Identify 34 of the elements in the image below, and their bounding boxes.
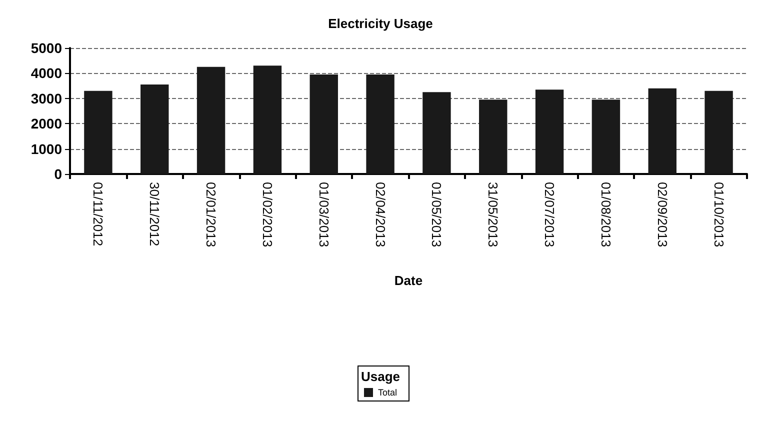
bar xyxy=(535,90,564,174)
y-tick-label: 1000 xyxy=(30,140,62,157)
x-tick-label: 01/02/2013 xyxy=(260,182,275,248)
y-tick-label: 0 xyxy=(54,166,62,182)
x-tick-label: 02/01/2013 xyxy=(204,182,219,248)
bar xyxy=(704,90,733,174)
x-tick-label: 02/09/2013 xyxy=(654,182,670,248)
y-tick-label: 4000 xyxy=(30,65,62,82)
y-tick-label: 2000 xyxy=(30,116,62,132)
bar xyxy=(84,90,112,174)
x-tick-label: 01/10/2013 xyxy=(711,182,726,248)
bar xyxy=(422,92,451,174)
x-tick-label: 01/03/2013 xyxy=(316,182,332,248)
y-tick-label: 3000 xyxy=(30,90,62,106)
chart-title: Electricity Usage xyxy=(328,16,433,31)
x-tick-label: 02/07/2013 xyxy=(542,182,558,248)
bar xyxy=(366,74,394,174)
bar xyxy=(479,100,508,174)
x-tick-label: 01/08/2013 xyxy=(598,182,614,248)
x-tick-label: 02/04/2013 xyxy=(372,182,388,248)
y-tick-label: 5000 xyxy=(30,40,62,56)
legend-label: Total xyxy=(378,388,398,398)
bar xyxy=(592,100,620,174)
x-tick-label: 01/05/2013 xyxy=(429,182,444,248)
x-tick-label: 01/11/2012 xyxy=(90,182,106,246)
bar xyxy=(196,66,226,174)
bar xyxy=(310,74,338,174)
bar xyxy=(140,84,169,174)
legend-title: Usage xyxy=(360,369,400,384)
x-axis-title: Date xyxy=(394,273,423,288)
bar xyxy=(253,66,282,174)
x-tick-label: 31/05/2013 xyxy=(486,182,501,248)
x-tick-label: 30/11/2012 xyxy=(147,182,162,246)
bar xyxy=(648,88,676,174)
